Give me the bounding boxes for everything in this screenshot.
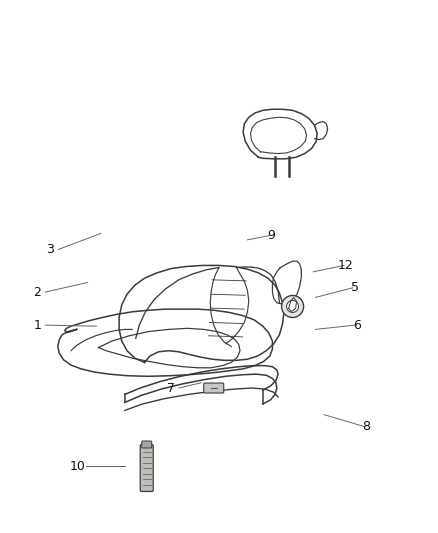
Text: 7: 7 bbox=[167, 382, 175, 394]
Circle shape bbox=[286, 301, 299, 312]
Text: 1: 1 bbox=[33, 319, 41, 332]
Text: 10: 10 bbox=[70, 460, 86, 473]
Text: 9: 9 bbox=[268, 229, 276, 242]
Text: 3: 3 bbox=[46, 243, 54, 256]
Circle shape bbox=[282, 295, 304, 318]
FancyBboxPatch shape bbox=[140, 445, 153, 491]
Text: 6: 6 bbox=[353, 319, 361, 332]
Text: 8: 8 bbox=[362, 420, 370, 433]
Text: 5: 5 bbox=[351, 281, 359, 294]
FancyBboxPatch shape bbox=[204, 383, 224, 393]
Text: 2: 2 bbox=[33, 286, 41, 298]
Text: 12: 12 bbox=[338, 259, 354, 272]
FancyBboxPatch shape bbox=[142, 441, 152, 448]
